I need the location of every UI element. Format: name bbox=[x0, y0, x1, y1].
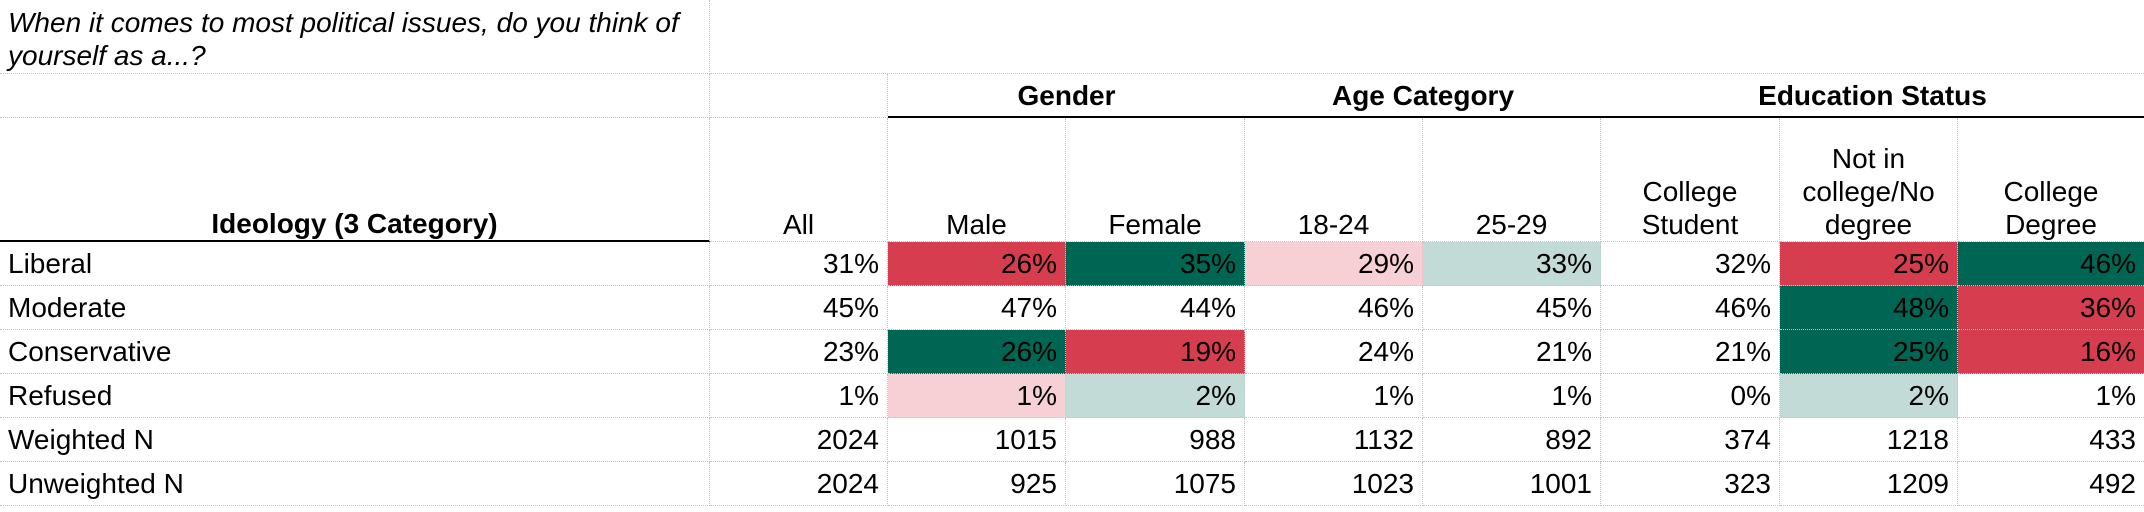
data-cell-unweighted-n-not-in-college-no-degree: 1209 bbox=[1780, 462, 1958, 506]
data-cell-weighted-n-not-in-college-no-degree: 1218 bbox=[1780, 418, 1958, 462]
data-cell-conservative-college-degree: 16% bbox=[1958, 330, 2144, 374]
col-header-all: All bbox=[710, 118, 888, 242]
col-header-college-student: College Student bbox=[1601, 118, 1780, 242]
group-header-education: Education Status bbox=[1601, 74, 2144, 118]
col-header-college-degree: College Degree bbox=[1958, 118, 2144, 242]
data-cell-refused-female: 2% bbox=[1066, 374, 1245, 418]
row-label-unweighted-n: Unweighted N bbox=[0, 462, 710, 506]
data-cell-conservative-not-in-college-no-degree: 25% bbox=[1780, 330, 1958, 374]
data-cell-liberal-all: 31% bbox=[710, 242, 888, 286]
data-cell-conservative-college-student: 21% bbox=[1601, 330, 1780, 374]
data-cell-unweighted-n-college-student: 323 bbox=[1601, 462, 1780, 506]
data-cell-moderate-male: 47% bbox=[888, 286, 1066, 330]
data-cell-moderate-not-in-college-no-degree: 48% bbox=[1780, 286, 1958, 330]
data-cell-weighted-n-college-degree: 433 bbox=[1958, 418, 2144, 462]
data-cell-refused-all: 1% bbox=[710, 374, 888, 418]
data-cell-liberal-18-24: 29% bbox=[1245, 242, 1423, 286]
data-cell-conservative-all: 23% bbox=[710, 330, 888, 374]
data-cell-moderate-all: 45% bbox=[710, 286, 888, 330]
col-header-25-29: 25-29 bbox=[1423, 118, 1601, 242]
row-label-refused: Refused bbox=[0, 374, 710, 418]
row-label-weighted-n: Weighted N bbox=[0, 418, 710, 462]
data-cell-refused-25-29: 1% bbox=[1423, 374, 1601, 418]
data-cell-liberal-not-in-college-no-degree: 25% bbox=[1780, 242, 1958, 286]
col-header-male: Male bbox=[888, 118, 1066, 242]
data-cell-weighted-n-college-student: 374 bbox=[1601, 418, 1780, 462]
data-cell-weighted-n-all: 2024 bbox=[710, 418, 888, 462]
data-cell-weighted-n-male: 1015 bbox=[888, 418, 1066, 462]
data-cell-conservative-female: 19% bbox=[1066, 330, 1245, 374]
data-cell-moderate-25-29: 45% bbox=[1423, 286, 1601, 330]
data-cell-unweighted-n-18-24: 1023 bbox=[1245, 462, 1423, 506]
data-cell-unweighted-n-25-29: 1001 bbox=[1423, 462, 1601, 506]
col-header-not-in-college: Not in college/No degree bbox=[1780, 118, 1958, 242]
data-cell-refused-18-24: 1% bbox=[1245, 374, 1423, 418]
blank-cell bbox=[710, 74, 888, 118]
blank-cell bbox=[710, 0, 2144, 74]
data-cell-unweighted-n-male: 925 bbox=[888, 462, 1066, 506]
blank-cell bbox=[0, 74, 710, 118]
data-cell-conservative-25-29: 21% bbox=[1423, 330, 1601, 374]
row-label-conservative: Conservative bbox=[0, 330, 710, 374]
data-cell-liberal-college-student: 32% bbox=[1601, 242, 1780, 286]
group-header-gender: Gender bbox=[888, 74, 1245, 118]
data-cell-liberal-college-degree: 46% bbox=[1958, 242, 2144, 286]
data-cell-conservative-18-24: 24% bbox=[1245, 330, 1423, 374]
data-cell-conservative-male: 26% bbox=[888, 330, 1066, 374]
row-header-ideology: Ideology (3 Category) bbox=[0, 118, 710, 242]
data-cell-refused-college-degree: 1% bbox=[1958, 374, 2144, 418]
data-cell-unweighted-n-all: 2024 bbox=[710, 462, 888, 506]
data-cell-moderate-college-student: 46% bbox=[1601, 286, 1780, 330]
data-cell-weighted-n-18-24: 1132 bbox=[1245, 418, 1423, 462]
col-header-female: Female bbox=[1066, 118, 1245, 242]
row-label-liberal: Liberal bbox=[0, 242, 710, 286]
data-cell-weighted-n-female: 988 bbox=[1066, 418, 1245, 462]
data-cell-liberal-male: 26% bbox=[888, 242, 1066, 286]
data-cell-unweighted-n-college-degree: 492 bbox=[1958, 462, 2144, 506]
question-text: When it comes to most political issues, … bbox=[0, 0, 710, 74]
data-cell-moderate-female: 44% bbox=[1066, 286, 1245, 330]
data-cell-unweighted-n-female: 1075 bbox=[1066, 462, 1245, 506]
data-cell-refused-college-student: 0% bbox=[1601, 374, 1780, 418]
col-header-18-24: 18-24 bbox=[1245, 118, 1423, 242]
data-cell-weighted-n-25-29: 892 bbox=[1423, 418, 1601, 462]
data-cell-liberal-female: 35% bbox=[1066, 242, 1245, 286]
data-cell-liberal-25-29: 33% bbox=[1423, 242, 1601, 286]
data-cell-moderate-college-degree: 36% bbox=[1958, 286, 2144, 330]
row-label-moderate: Moderate bbox=[0, 286, 710, 330]
group-header-age: Age Category bbox=[1245, 74, 1601, 118]
data-cell-refused-male: 1% bbox=[888, 374, 1066, 418]
data-cell-moderate-18-24: 46% bbox=[1245, 286, 1423, 330]
data-cell-refused-not-in-college-no-degree: 2% bbox=[1780, 374, 1958, 418]
